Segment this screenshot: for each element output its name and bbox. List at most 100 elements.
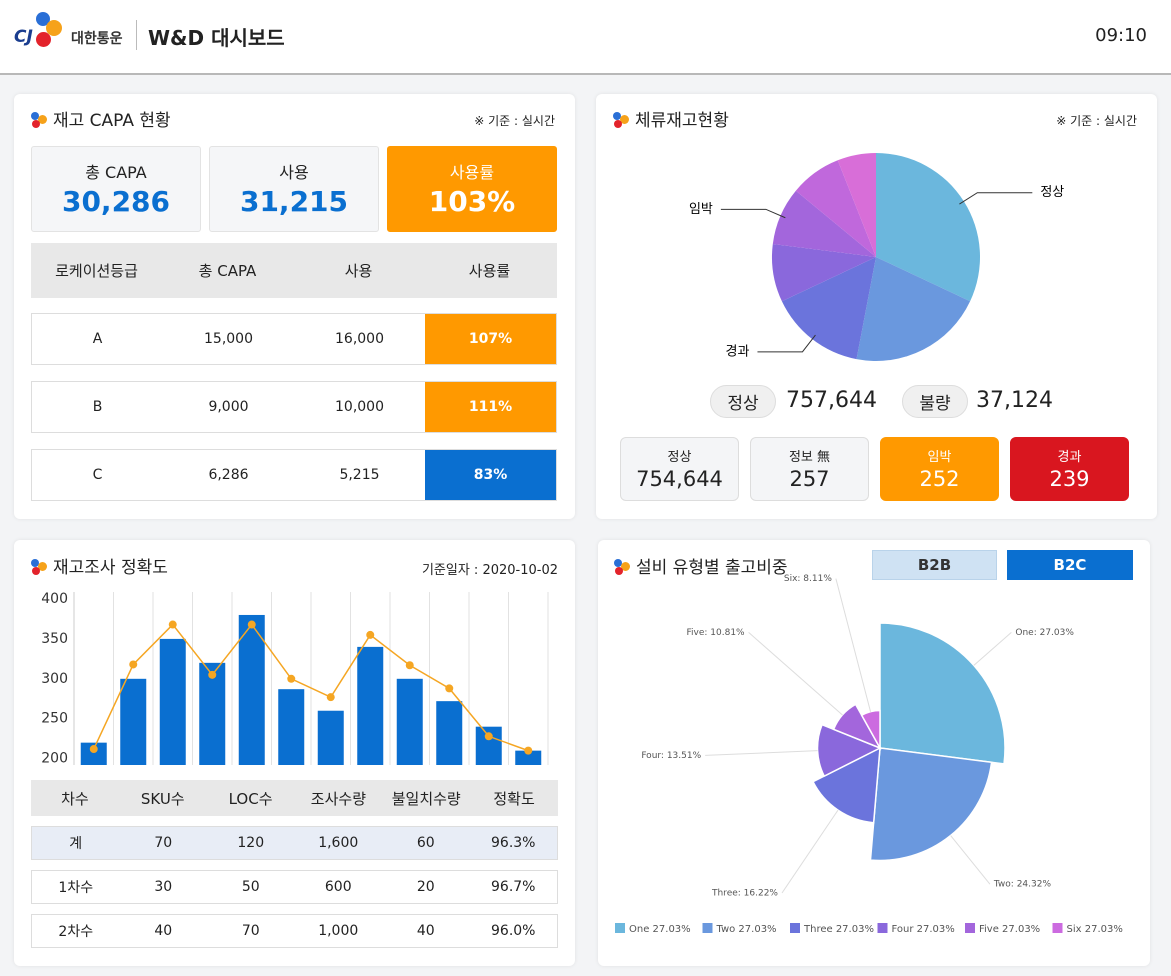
title-text: 설비 유형별 출고비중 — [636, 558, 788, 578]
title-text: 체류재고현황 — [635, 111, 729, 131]
kpi-label: 총 CAPA — [85, 163, 147, 182]
table-cell: 계 — [69, 836, 83, 852]
status-value: 754,644 — [636, 467, 723, 491]
header-cell: 사용률 — [468, 262, 511, 280]
table-cell: 600 — [324, 879, 352, 895]
status-value: 257 — [789, 467, 830, 491]
basis: ※ 기준 : 실시간 — [474, 114, 555, 128]
summary-label: 불량 — [902, 385, 968, 418]
capa-panel: 재고 CAPA 현황 ※ 기준 : 실시간 로케이션등급 총 CAPA 사용 사용률 … — [14, 94, 575, 519]
table-row: 1차수 30 50 600 20 96.7% — [31, 870, 558, 904]
table-cell: B — [92, 399, 103, 415]
header-cell: 불일치수량 — [391, 789, 461, 808]
table-cell: 10,000 — [335, 399, 384, 415]
b2b-button[interactable]: B2B — [872, 550, 997, 580]
status-label: 정상 — [667, 450, 692, 465]
table-cell: 120 — [237, 835, 265, 851]
kpi-value: 31,215 — [239, 185, 349, 218]
table-cell: 70 — [154, 835, 173, 851]
table-header: 차수 SKU수 LOC수 조사수량 불일치수량 정확도 — [31, 780, 558, 816]
kpi-value: 30,286 — [61, 185, 171, 218]
kpi-card: 총 CAPA 30,286 — [31, 146, 201, 232]
table-cell: 15,000 — [204, 331, 253, 347]
status-card: 임박 252 — [880, 437, 999, 501]
panel-title: 체류재고현황 — [611, 106, 729, 131]
basis: ※ 기준 : 실시간 — [1056, 114, 1137, 128]
header-cell: 차수 — [61, 789, 89, 808]
table-cell: 20 — [416, 879, 435, 895]
kpi-card: 사용률 103% — [387, 146, 557, 232]
table-cell: 40 — [416, 923, 435, 939]
table-cell: 50 — [241, 879, 260, 895]
b2c-button[interactable]: B2C — [1007, 550, 1133, 580]
table-cell: 5,215 — [339, 467, 380, 483]
table-row: A 15,000 16,000 107% — [31, 313, 557, 365]
table-cell: 83% — [425, 450, 556, 500]
status-label: 경과 — [1057, 450, 1082, 465]
table-header: 로케이션등급 총 CAPA 사용 사용률 — [31, 243, 557, 298]
table-cell: 1차수 — [58, 880, 94, 896]
summary-label: 정상 — [710, 385, 776, 418]
table-cell: 70 — [241, 923, 260, 939]
table-row: 2차수 40 70 1,000 40 96.0% — [31, 914, 558, 948]
status-card: 정상 754,644 — [620, 437, 739, 501]
table-cell: 6,286 — [208, 467, 249, 483]
kpi-value: 103% — [428, 185, 516, 218]
header-cell: 정확도 — [493, 789, 535, 808]
panel-title: 재고조사 정확도 — [29, 553, 168, 578]
table-cell: 1,600 — [318, 835, 359, 851]
header-cell: SKU수 — [140, 789, 185, 808]
table-cell: 30 — [154, 879, 173, 895]
panel-title: 설비 유형별 출고비중 — [612, 553, 788, 578]
status-value: 252 — [919, 467, 960, 491]
summary-value: 37,124 — [976, 388, 1053, 413]
table-cell: 1,000 — [318, 923, 359, 939]
accuracy-panel: 재고조사 정확도 기준일자 : 2020-10-02 차수 SKU수 LOC수 조사수… — [14, 540, 575, 966]
table-cell: 111% — [425, 382, 556, 432]
status-card: 경과 239 — [1010, 437, 1129, 501]
status-card: 정보 無 257 — [750, 437, 869, 501]
panel-icon — [612, 556, 632, 576]
table-row: B 9,000 10,000 111% — [31, 381, 557, 433]
header: CJ 대한통운 W&D 대시보드 09:10 — [0, 0, 1171, 75]
logo: CJ — [14, 12, 70, 58]
page-title: W&D 대시보드 — [148, 26, 285, 50]
status-label: 정보 無 — [788, 450, 831, 465]
stock-panel: 체류재고현황 ※ 기준 : 실시간 정상 757,644 불량 37,124 정… — [596, 94, 1157, 519]
panel-icon — [29, 556, 49, 576]
table-cell: 107% — [425, 314, 556, 364]
panel-icon — [611, 109, 631, 129]
table-cell: 96.3% — [491, 835, 536, 851]
table-cell: C — [92, 467, 103, 483]
outbound-panel: 설비 유형별 출고비중 B2B B2C — [598, 540, 1150, 966]
clock: 09:10 — [1095, 25, 1147, 46]
title-text: 재고 CAPA 현황 — [53, 111, 171, 131]
summary-value: 757,644 — [786, 388, 877, 413]
status-label: 임박 — [927, 450, 952, 465]
header-cell: 사용 — [344, 262, 373, 280]
table-row: C 6,286 5,215 83% — [31, 449, 557, 501]
table-cell: 9,000 — [208, 399, 249, 415]
logo-mark: CJ — [14, 27, 33, 47]
logo-company: 대한통운 — [71, 31, 123, 47]
table-cell: A — [92, 331, 103, 347]
kpi-label: 사용률 — [449, 163, 495, 182]
table-cell: 96.7% — [491, 879, 536, 895]
table-cell: 96.0% — [491, 923, 536, 939]
table-row: 계 70 120 1,600 60 96.3% — [31, 826, 558, 860]
title-text: 재고조사 정확도 — [53, 558, 168, 578]
table-cell: 16,000 — [335, 331, 384, 347]
header-cell: 총 CAPA — [198, 262, 257, 280]
kpi-card: 사용 31,215 — [209, 146, 379, 232]
table-cell: 60 — [416, 835, 435, 851]
panel-title: 재고 CAPA 현황 — [29, 106, 171, 131]
header-cell: 조사수량 — [310, 789, 366, 808]
header-cell: LOC수 — [228, 789, 273, 808]
table-cell: 2차수 — [58, 924, 94, 940]
kpi-label: 사용 — [279, 163, 309, 182]
panel-icon — [29, 109, 49, 129]
header-cell: 로케이션등급 — [55, 262, 138, 280]
status-value: 239 — [1049, 467, 1090, 491]
table-cell: 40 — [154, 923, 173, 939]
